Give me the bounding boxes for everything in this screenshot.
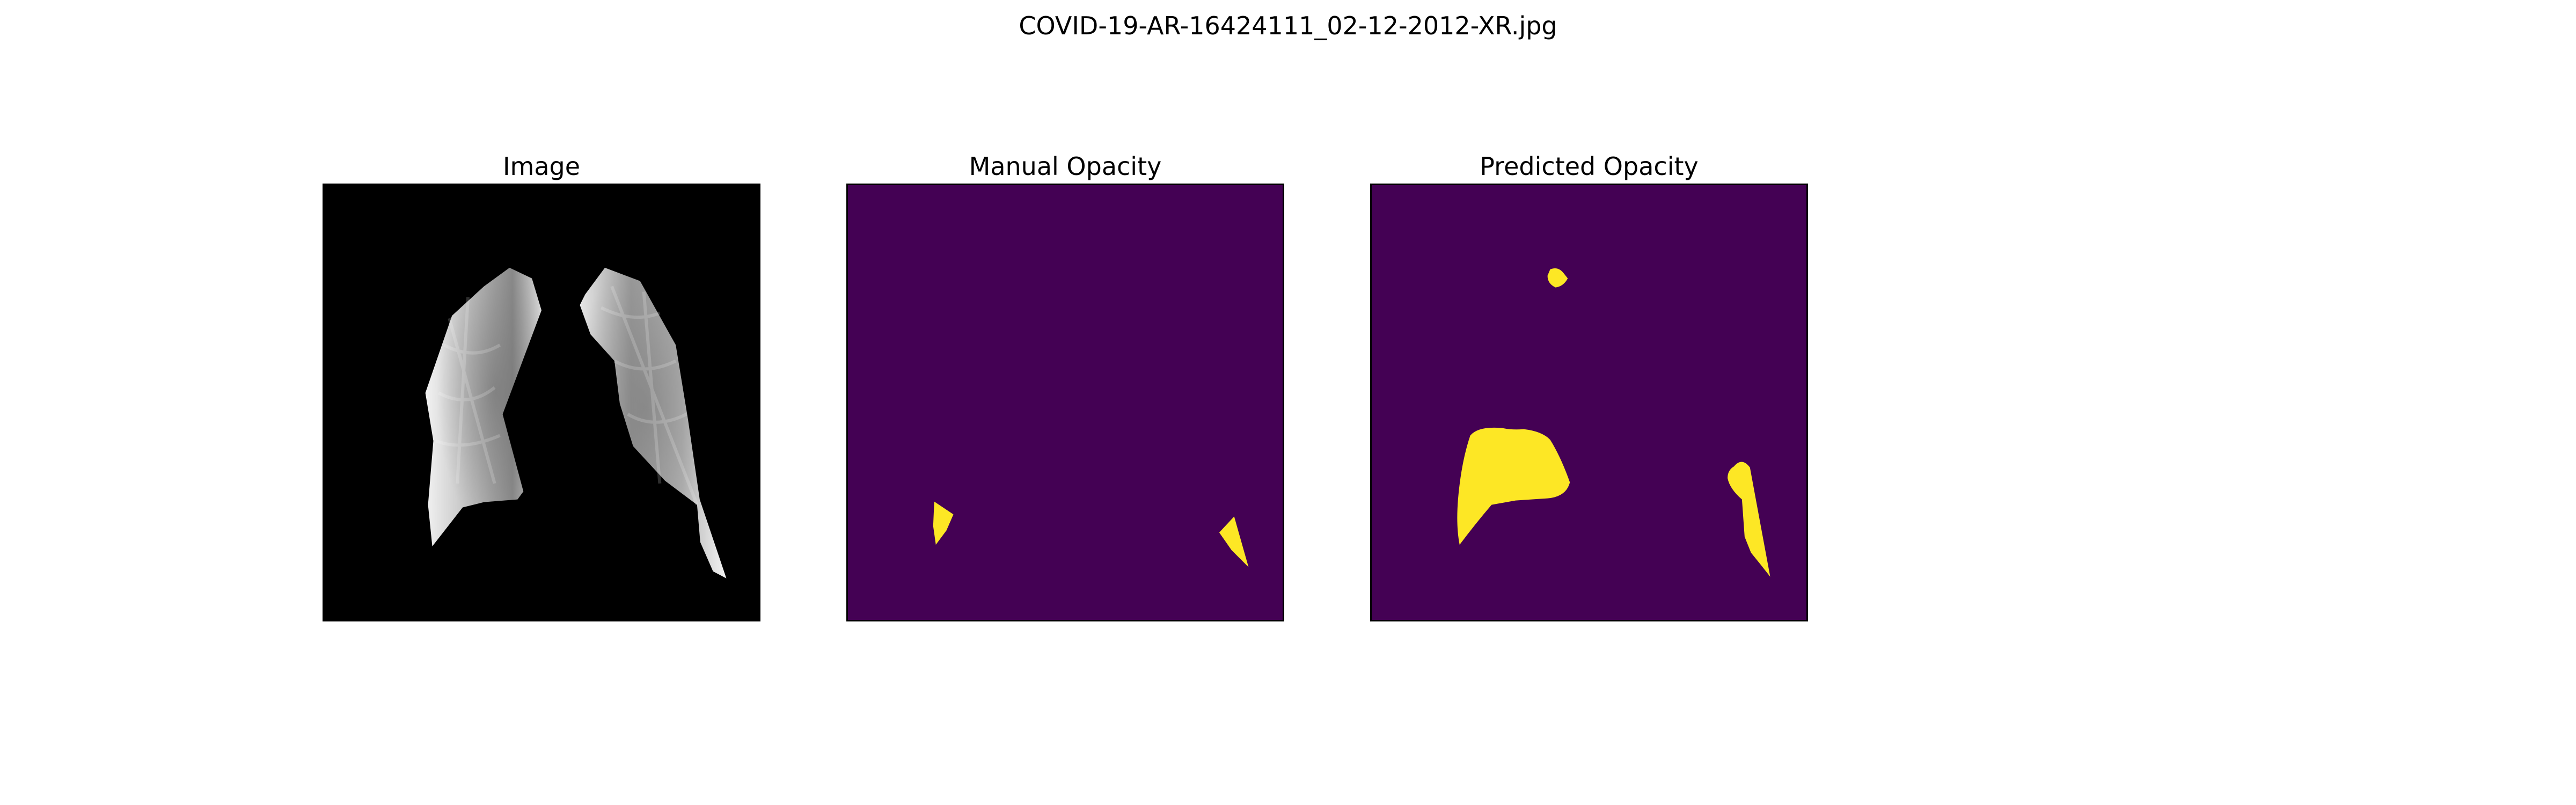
predicted-opacity-mask — [1372, 185, 1806, 620]
image-panel-title: Image — [502, 152, 581, 181]
predicted-opacity-region-right — [1728, 462, 1770, 577]
manual-opacity-mask — [848, 185, 1283, 620]
manual-opacity-frame — [846, 184, 1284, 621]
image-panel: Image — [323, 151, 760, 626]
right-lung — [580, 267, 727, 579]
lung-xray-image — [324, 185, 759, 620]
predicted-opacity-title: Predicted Opacity — [1480, 152, 1699, 181]
manual-opacity-region-right — [1219, 516, 1249, 567]
predicted-opacity-region-top — [1547, 268, 1568, 288]
left-lung — [425, 267, 541, 547]
predicted-opacity-panel: Predicted Opacity — [1370, 151, 1808, 626]
xray-image-frame — [323, 184, 760, 621]
figure-title: COVID-19-AR-16424111_02-12-2012-XR.jpg — [1019, 11, 1557, 40]
predicted-opacity-region-left — [1457, 427, 1570, 545]
predicted-opacity-frame — [1370, 184, 1808, 621]
manual-opacity-title: Manual Opacity — [969, 152, 1162, 181]
manual-opacity-region-left — [933, 501, 954, 545]
manual-opacity-panel: Manual Opacity — [846, 151, 1284, 626]
